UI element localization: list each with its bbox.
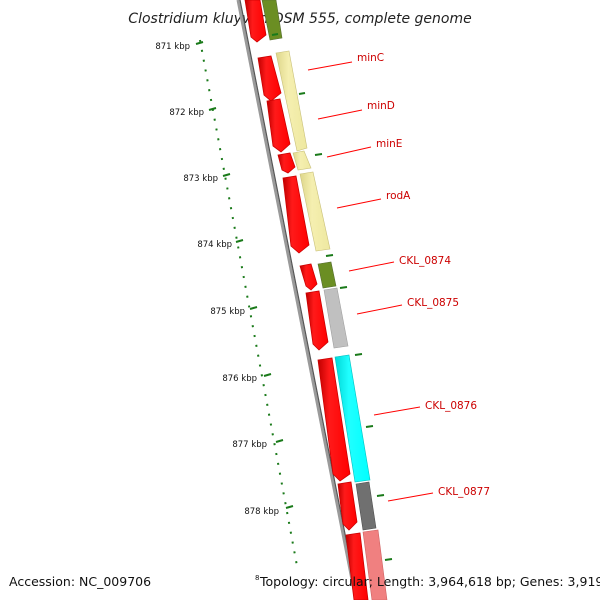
gene-feature-gray [323, 287, 349, 349]
scale-tick [208, 107, 217, 111]
cds-arrows [244, 0, 369, 600]
kbp-label: 871 kbp [155, 42, 190, 52]
gene-feature-yellow [275, 50, 308, 152]
cds-arrow [257, 55, 282, 102]
feature-bands [261, 0, 388, 600]
outer-ticks [271, 33, 393, 561]
outer-tick [354, 353, 363, 356]
cds-arrow [266, 98, 291, 153]
gene-feature-olive [317, 261, 337, 289]
gene-label: minD [367, 100, 395, 112]
gene-label: minC [357, 52, 384, 64]
leader-line [373, 406, 421, 416]
kbp-label: 872 kbp [169, 108, 204, 118]
gene-label: CKL_0876 [425, 400, 477, 412]
cds-arrow [305, 290, 329, 351]
scale-tick [249, 306, 258, 310]
gene-feature-dark-gray [355, 481, 377, 531]
cds-arrow [345, 532, 369, 600]
cds-arrow [244, 0, 267, 43]
leader-line [317, 109, 363, 120]
outer-tick [298, 92, 306, 95]
kbp-label: 874 kbp [197, 240, 232, 250]
kbp-label: 875 kbp [210, 307, 245, 317]
accession-text: Accession: NC_009706 [9, 574, 151, 589]
outer-tick [384, 558, 393, 561]
gene-label: CKL_0875 [407, 297, 459, 309]
genome-backbone-shadow [239, 0, 359, 600]
cds-arrow [277, 152, 296, 174]
gene-label: minE [376, 138, 402, 150]
leader-line [348, 261, 395, 272]
scale-tick [285, 505, 294, 509]
outer-tick [376, 494, 385, 497]
cds-arrow [299, 263, 318, 291]
kbp-label: 876 kbp [222, 374, 257, 384]
leader-line [336, 198, 382, 209]
genome-backbone [236, 0, 358, 600]
scale-ticks [195, 41, 294, 509]
outer-tick [339, 286, 348, 289]
kbp-label: 878 kbp [244, 507, 279, 517]
cds-arrow [317, 357, 351, 482]
scale-tick [195, 41, 204, 45]
cds-arrow [337, 481, 358, 531]
leader-line [387, 492, 434, 502]
leader-line [356, 304, 403, 315]
label-leaders [307, 61, 434, 502]
scale-tick [263, 373, 272, 377]
scale-tick [235, 239, 244, 243]
outer-tick [271, 33, 279, 36]
outer-tick [325, 254, 334, 257]
cds-arrow [282, 175, 310, 254]
genome-title: Clostridium kluyveri DSM 555, complete g… [128, 11, 471, 27]
leader-line [307, 61, 353, 71]
scale-tick [222, 173, 231, 177]
gene-feature-yellow [299, 171, 331, 252]
kbp-label: 877 kbp [232, 440, 267, 450]
gene-label: CKL_0877 [438, 486, 490, 498]
kbp-label: 873 kbp [183, 174, 218, 184]
gene-label: rodA [386, 190, 411, 202]
gene-feature-olive [261, 0, 283, 41]
edge-mark: 8 [255, 574, 259, 582]
outer-tick [365, 425, 374, 428]
outer-tick [314, 153, 323, 156]
scale-tick [275, 439, 284, 443]
gene-feature-yellow [292, 150, 312, 171]
leader-line [326, 146, 372, 158]
gene-label: CKL_0874 [399, 255, 451, 267]
gene-feature-cyan [334, 354, 371, 483]
topology-text: Topology: circular; Length: 3,964,618 bp… [259, 574, 600, 589]
gene-feature-pink [362, 529, 388, 600]
